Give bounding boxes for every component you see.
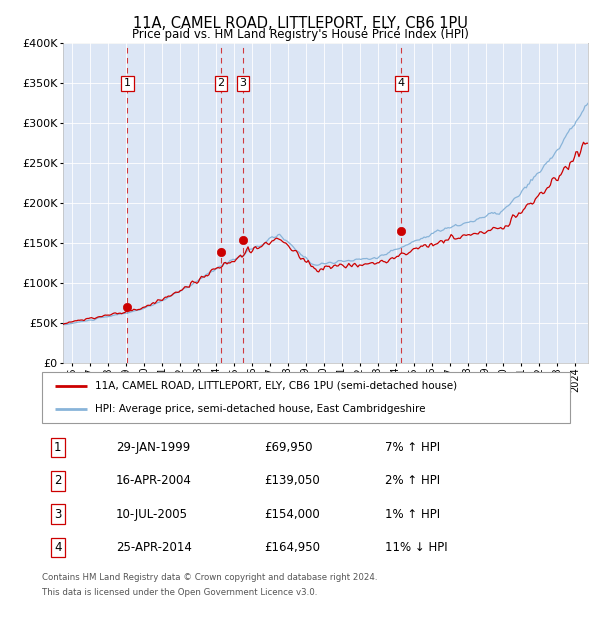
Text: 11A, CAMEL ROAD, LITTLEPORT, ELY, CB6 1PU: 11A, CAMEL ROAD, LITTLEPORT, ELY, CB6 1P… — [133, 16, 467, 30]
Text: 2: 2 — [217, 78, 224, 88]
Text: 11A, CAMEL ROAD, LITTLEPORT, ELY, CB6 1PU (semi-detached house): 11A, CAMEL ROAD, LITTLEPORT, ELY, CB6 1P… — [95, 381, 457, 391]
Text: This data is licensed under the Open Government Licence v3.0.: This data is licensed under the Open Gov… — [42, 588, 317, 597]
Text: 2: 2 — [54, 474, 62, 487]
Text: 2% ↑ HPI: 2% ↑ HPI — [385, 474, 440, 487]
Text: 16-APR-2004: 16-APR-2004 — [116, 474, 192, 487]
Text: HPI: Average price, semi-detached house, East Cambridgeshire: HPI: Average price, semi-detached house,… — [95, 404, 425, 414]
FancyBboxPatch shape — [42, 372, 570, 423]
Text: £69,950: £69,950 — [264, 441, 312, 454]
Text: 29-JAN-1999: 29-JAN-1999 — [116, 441, 190, 454]
Text: 3: 3 — [54, 508, 62, 521]
Text: 25-APR-2014: 25-APR-2014 — [116, 541, 192, 554]
Text: £154,000: £154,000 — [264, 508, 320, 521]
Text: Contains HM Land Registry data © Crown copyright and database right 2024.: Contains HM Land Registry data © Crown c… — [42, 574, 377, 583]
Text: £139,050: £139,050 — [264, 474, 320, 487]
Text: 1: 1 — [124, 78, 131, 88]
Text: 4: 4 — [54, 541, 62, 554]
Text: 7% ↑ HPI: 7% ↑ HPI — [385, 441, 440, 454]
Text: £164,950: £164,950 — [264, 541, 320, 554]
Text: 11% ↓ HPI: 11% ↓ HPI — [385, 541, 448, 554]
Text: 10-JUL-2005: 10-JUL-2005 — [116, 508, 188, 521]
Text: 1: 1 — [54, 441, 62, 454]
Text: 1% ↑ HPI: 1% ↑ HPI — [385, 508, 440, 521]
Text: 4: 4 — [398, 78, 405, 88]
Text: 3: 3 — [239, 78, 247, 88]
Text: Price paid vs. HM Land Registry's House Price Index (HPI): Price paid vs. HM Land Registry's House … — [131, 28, 469, 41]
